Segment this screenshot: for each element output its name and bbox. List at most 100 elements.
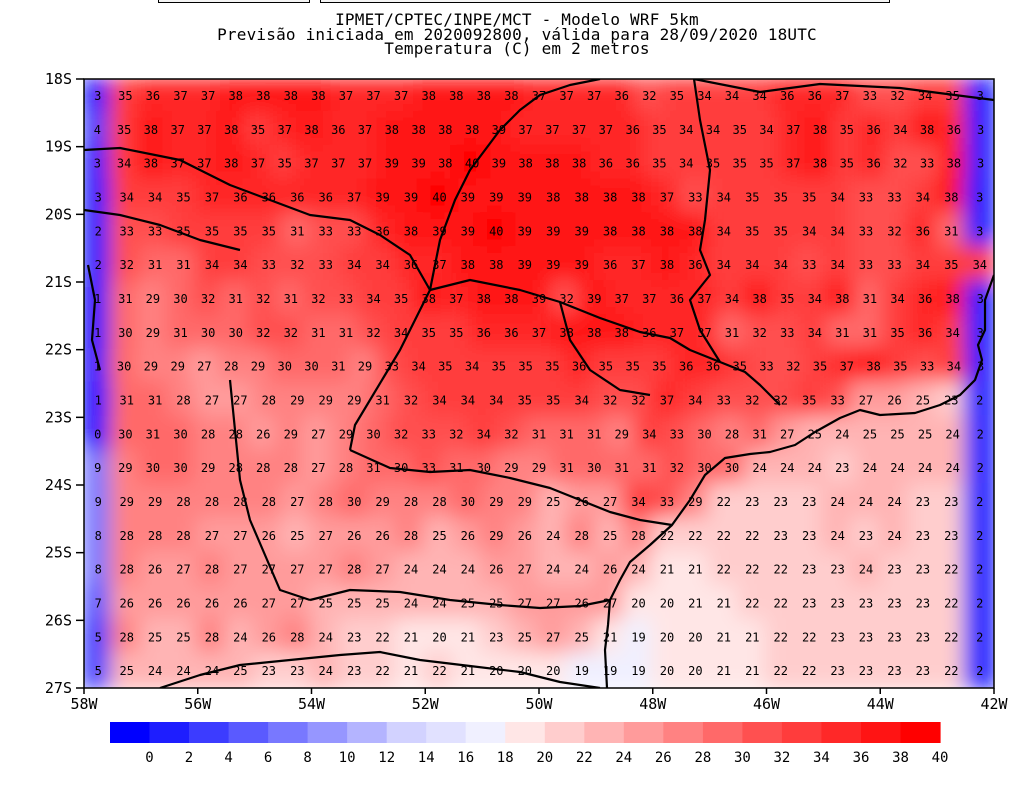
temperature-value: 38 xyxy=(587,326,601,340)
temperature-cell xyxy=(537,516,570,555)
temperature-value: 36 xyxy=(233,190,247,204)
temperature-cell xyxy=(550,280,583,318)
temperature-cell xyxy=(480,516,513,555)
temperature-value: 34 xyxy=(802,224,816,238)
temperature-value: 38 xyxy=(438,123,452,137)
temperature-value: 35 xyxy=(233,224,247,238)
temperature-value: 28 xyxy=(224,360,238,374)
temperature-value: 24 xyxy=(432,563,446,577)
temperature-value: 29 xyxy=(148,495,162,509)
temperature-cell xyxy=(215,144,247,183)
colorbar-label: 18 xyxy=(497,750,514,766)
temperature-cell xyxy=(296,144,327,183)
temperature-cell xyxy=(821,483,854,521)
temperature-value: 34 xyxy=(717,190,731,204)
temperature-value: 22 xyxy=(944,630,958,644)
temperature-cell xyxy=(523,415,555,454)
temperature-value: 27 xyxy=(233,393,247,407)
temperature-value: 40 xyxy=(432,190,446,204)
temperature-value: 19 xyxy=(631,630,645,644)
temperature-cell xyxy=(394,550,428,589)
temperature-cell xyxy=(429,144,461,183)
temperature-cell xyxy=(537,381,570,420)
temperature-value: 23 xyxy=(835,461,849,475)
temperature-value: 33 xyxy=(859,224,873,238)
temperature-value: 28 xyxy=(339,461,353,475)
temperature-cell xyxy=(164,280,197,318)
temperature-value: 37 xyxy=(366,89,380,103)
temperature-value: 38 xyxy=(752,292,766,306)
temperature-value: 39 xyxy=(461,190,475,204)
temperature-cell xyxy=(423,381,456,420)
temperature-value: 29 xyxy=(201,461,215,475)
temperature-cell xyxy=(84,381,115,420)
temperature-cell xyxy=(138,246,172,284)
temperature-value: 27 xyxy=(546,630,560,644)
temperature-cell xyxy=(349,347,381,386)
border-south-sc-rs xyxy=(159,650,601,688)
temperature-value: 31 xyxy=(118,292,132,306)
temperature-cell xyxy=(224,618,257,657)
temperature-cell xyxy=(707,483,740,521)
temperature-value: 28 xyxy=(119,529,133,543)
temperature-value: 37 xyxy=(394,89,408,103)
temperature-value: 35 xyxy=(670,89,684,103)
temperature-cell xyxy=(456,144,488,183)
temperature-value: 39 xyxy=(546,258,560,272)
temperature-cell xyxy=(736,652,769,688)
temperature-cell xyxy=(189,347,220,386)
temperature-cell xyxy=(84,584,115,623)
temperature-cell xyxy=(269,110,301,149)
temperature-value: 34 xyxy=(394,326,408,340)
temperature-value: 39 xyxy=(518,224,532,238)
temperature-cell xyxy=(322,110,354,149)
temperature-value: 38 xyxy=(385,123,399,137)
temperature-value: 34 xyxy=(679,157,693,171)
temperature-value: 32 xyxy=(890,89,904,103)
temperature-value: 32 xyxy=(887,224,901,238)
temperature-value: 23 xyxy=(347,664,361,678)
temperature-cell xyxy=(622,550,655,589)
temperature-value: 28 xyxy=(205,563,219,577)
temperature-cell xyxy=(337,246,371,284)
temperature-cell xyxy=(707,618,740,657)
temperature-cell xyxy=(242,144,274,183)
state-border-sp-mg xyxy=(429,278,781,406)
temperature-value: 24 xyxy=(945,461,959,475)
temperature-cell xyxy=(275,449,307,487)
temperature-cell xyxy=(578,79,610,115)
temperature-value: 26 xyxy=(574,596,588,610)
temperature-value: 38 xyxy=(504,292,518,306)
temperature-value: 33 xyxy=(887,190,901,204)
temperature-value: 30 xyxy=(347,495,361,509)
temperature-cell xyxy=(909,280,941,318)
temperature-cell xyxy=(764,178,797,217)
temperature-value: 35 xyxy=(176,190,190,204)
temperature-cell xyxy=(831,144,863,183)
temperature-cell xyxy=(743,313,776,352)
temperature-value: 3 xyxy=(95,190,102,204)
temperature-cell xyxy=(911,144,943,183)
temperature-value: 38 xyxy=(813,123,827,137)
temperature-cell xyxy=(909,415,941,454)
temperature-value: 23 xyxy=(262,664,276,678)
temperature-cell xyxy=(84,483,115,521)
temperature-value: 37 xyxy=(697,292,711,306)
temperature-cell xyxy=(679,516,712,555)
temperature-value: 28 xyxy=(290,630,304,644)
temperature-value: 28 xyxy=(432,495,446,509)
temperature-cell xyxy=(84,449,114,487)
temperature-value: 24 xyxy=(233,630,247,644)
temperature-value: 34 xyxy=(725,292,739,306)
temperature-value: 27 xyxy=(233,563,247,577)
temperature-value: 37 xyxy=(449,292,463,306)
temperature-value: 35 xyxy=(840,157,854,171)
temperature-cell xyxy=(881,313,914,352)
temperature-value: 21 xyxy=(688,596,702,610)
temperature-cell xyxy=(275,79,307,115)
temperature-cell xyxy=(135,347,167,386)
temperature-value: 31 xyxy=(587,427,601,441)
temperature-value: 20 xyxy=(518,664,532,678)
temperature-cell xyxy=(252,550,285,589)
temperature-cell xyxy=(84,313,114,352)
